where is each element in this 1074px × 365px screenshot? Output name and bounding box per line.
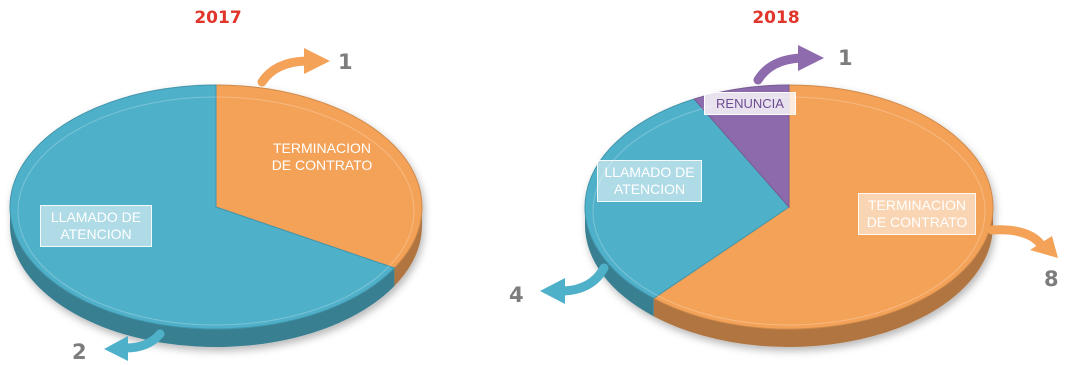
arrow-2018-renuncia-head (798, 45, 824, 71)
slice-label-2017-terminacion: TERMINACION DE CONTRATO (271, 140, 373, 173)
chart-title-2018: 2018 (752, 8, 800, 28)
value-label-2018-terminacion: 8 (1044, 267, 1059, 291)
arrow-2017-terminacion-shaft (257, 56, 311, 87)
value-label-2018-renuncia: 1 (838, 46, 853, 70)
chart-title-2017: 2017 (194, 8, 242, 28)
callout-arrows (104, 45, 1058, 361)
arrow-2017-terminacion-head (304, 48, 330, 74)
arrow-2018-llamado-head (540, 278, 565, 304)
pie-2018-side-1 (585, 207, 654, 317)
pie-2018-side-0 (653, 207, 993, 347)
value-label-2017-terminacion: 1 (338, 50, 353, 74)
value-label-2018-llamado: 4 (509, 283, 524, 307)
arrow-2017-llamado-shaft (121, 329, 165, 353)
arrow-2018-terminacion-head (1030, 236, 1058, 258)
slice-label-2017-llamado: LLAMADO DE ATENCION (40, 205, 152, 247)
pie-2017-rim (17, 96, 415, 326)
slice-label-2018-renuncia: RENUNCIA (704, 92, 796, 115)
arrow-2018-renuncia-shaft (753, 53, 805, 85)
slice-label-2018-llamado: LLAMADO DE ATENCION (597, 160, 702, 202)
slice-label-2018-terminacion: TERMINACION DE CONTRATO (858, 193, 976, 235)
arrow-2018-terminacion-shaft (987, 225, 1047, 251)
arrow-2017-llamado-head (104, 336, 128, 361)
pie-2018-slice-0 (652, 84, 994, 330)
pie-2017 (9, 84, 423, 347)
pie-2018-slice-2 (693, 84, 790, 209)
pie-2017-slice-1 (9, 84, 396, 330)
pie-2017-side-0 (394, 207, 422, 286)
pie-2017-slice-0 (215, 84, 423, 269)
pie-2017-side-1 (10, 207, 395, 347)
value-label-2017-llamado: 2 (72, 340, 87, 364)
arrow-2018-llamado-shaft (558, 263, 609, 296)
